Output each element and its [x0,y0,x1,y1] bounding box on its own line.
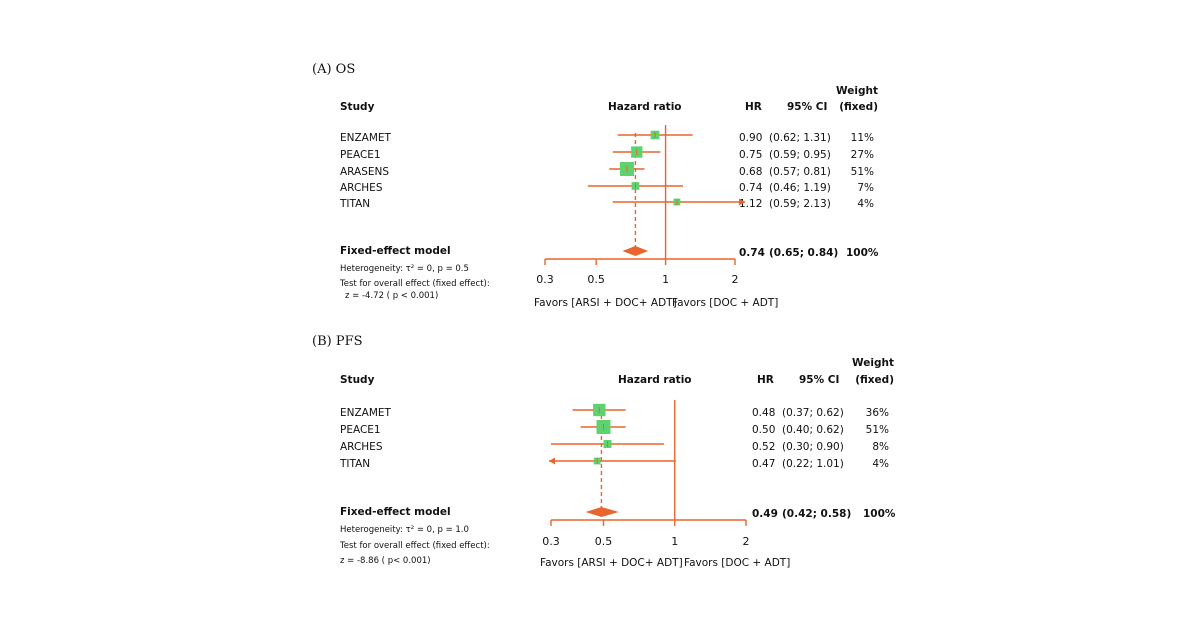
favors-left-label: Favors [ARSI + DOC+ ADT] [534,297,677,309]
study-ci: (0.57; 0.81) [769,166,831,178]
axis-tick-label: 0.3 [536,273,554,286]
favors-left-label: Favors [ARSI + DOC+ ADT] [540,557,683,569]
favors-right-label: Favors [DOC + ADT] [684,557,791,569]
study-weight: 4% [857,198,874,210]
summary-label: Fixed-effect model [340,245,451,257]
summary-ci: (0.42; 0.58) [782,508,852,520]
study-hr: 0.68 [739,166,763,178]
panel-title: (A) OS [312,62,356,77]
study-ci: (0.46; 1.19) [769,182,831,194]
study-name: ARASENS [340,166,390,178]
study-ci: (0.37; 0.62) [782,407,844,419]
axis-tick-label: 0.5 [595,535,613,548]
z-stat-text: z = -4.72 ( p < 0.001) [345,291,439,301]
study-weight: 7% [857,182,874,194]
axis-tick-label: 0.3 [542,535,560,548]
study-hr: 0.52 [752,441,776,453]
study-weight: 51% [865,424,889,436]
study-hr: 0.47 [752,458,776,470]
axis-tick-label: 2 [743,535,750,548]
summary-label: Fixed-effect model [340,506,451,518]
study-hr: 0.48 [752,407,776,419]
study-weight: 51% [850,166,874,178]
study-weight: 36% [865,407,889,419]
study-ci: (0.59; 2.13) [769,198,831,210]
pooled-diamond [585,507,619,517]
study-hr: 0.74 [739,182,763,194]
header-weight-fixed: (fixed) [855,374,894,386]
study-name: PEACE1 [340,149,381,161]
axis-tick-label: 1 [662,273,669,286]
study-name: PEACE1 [340,424,381,436]
study-weight: 11% [850,132,874,144]
summary-hr: 0.49 [752,508,778,520]
study-weight: 4% [872,458,889,470]
header-ci: 95% CI [787,101,828,113]
heterogeneity-text: Heterogeneity: τ² = 0, p = 0.5 [340,264,469,274]
header-study: Study [340,374,375,386]
study-weight: 8% [872,441,889,453]
study-name: ENZAMET [340,132,391,144]
summary-ci: (0.65; 0.84) [769,247,839,259]
header-hazard-ratio: Hazard ratio [618,374,692,386]
study-weight: 27% [850,149,874,161]
header-study: Study [340,101,375,113]
study-name: ENZAMET [340,407,391,419]
header-hazard-ratio: Hazard ratio [608,101,682,113]
header-hr: HR [757,374,774,386]
header-weight: Weight [852,357,894,369]
axis-tick-label: 2 [732,273,739,286]
study-ci: (0.59; 0.95) [769,149,831,161]
panel-title: (B) PFS [312,334,363,349]
ci-arrow [549,457,555,465]
study-ci: (0.30; 0.90) [782,441,844,453]
header-weight: Weight [836,85,878,97]
heterogeneity-text: Heterogeneity: τ² = 0, p = 1.0 [340,525,469,535]
study-hr: 1.12 [739,198,763,210]
header-hr: HR [745,101,762,113]
overall-test-text: Test for overall effect (fixed effect): [340,279,490,289]
summary-weight: 100% [846,247,879,259]
study-ci: (0.62; 1.31) [769,132,831,144]
study-name: TITAN [340,198,371,210]
study-ci: (0.22; 1.01) [782,458,844,470]
favors-right-label: Favors [DOC + ADT] [672,297,779,309]
study-hr: 0.90 [739,132,763,144]
header-ci: 95% CI [799,374,840,386]
study-name: TITAN [340,458,371,470]
summary-weight: 100% [863,508,896,520]
study-hr: 0.75 [739,149,763,161]
axis-tick-label: 0.5 [587,273,605,286]
study-hr: 0.50 [752,424,776,436]
pooled-diamond [622,246,649,256]
study-name: ARCHES [340,441,383,453]
summary-hr: 0.74 [739,247,765,259]
header-weight-fixed: (fixed) [839,101,878,113]
study-ci: (0.40; 0.62) [782,424,844,436]
ci-arrow [739,198,745,206]
study-name: ARCHES [340,182,383,194]
z-stat-text: z = -8.86 ( p< 0.001) [340,556,431,566]
overall-test-text: Test for overall effect (fixed effect): [340,541,490,551]
axis-tick-label: 1 [671,535,678,548]
